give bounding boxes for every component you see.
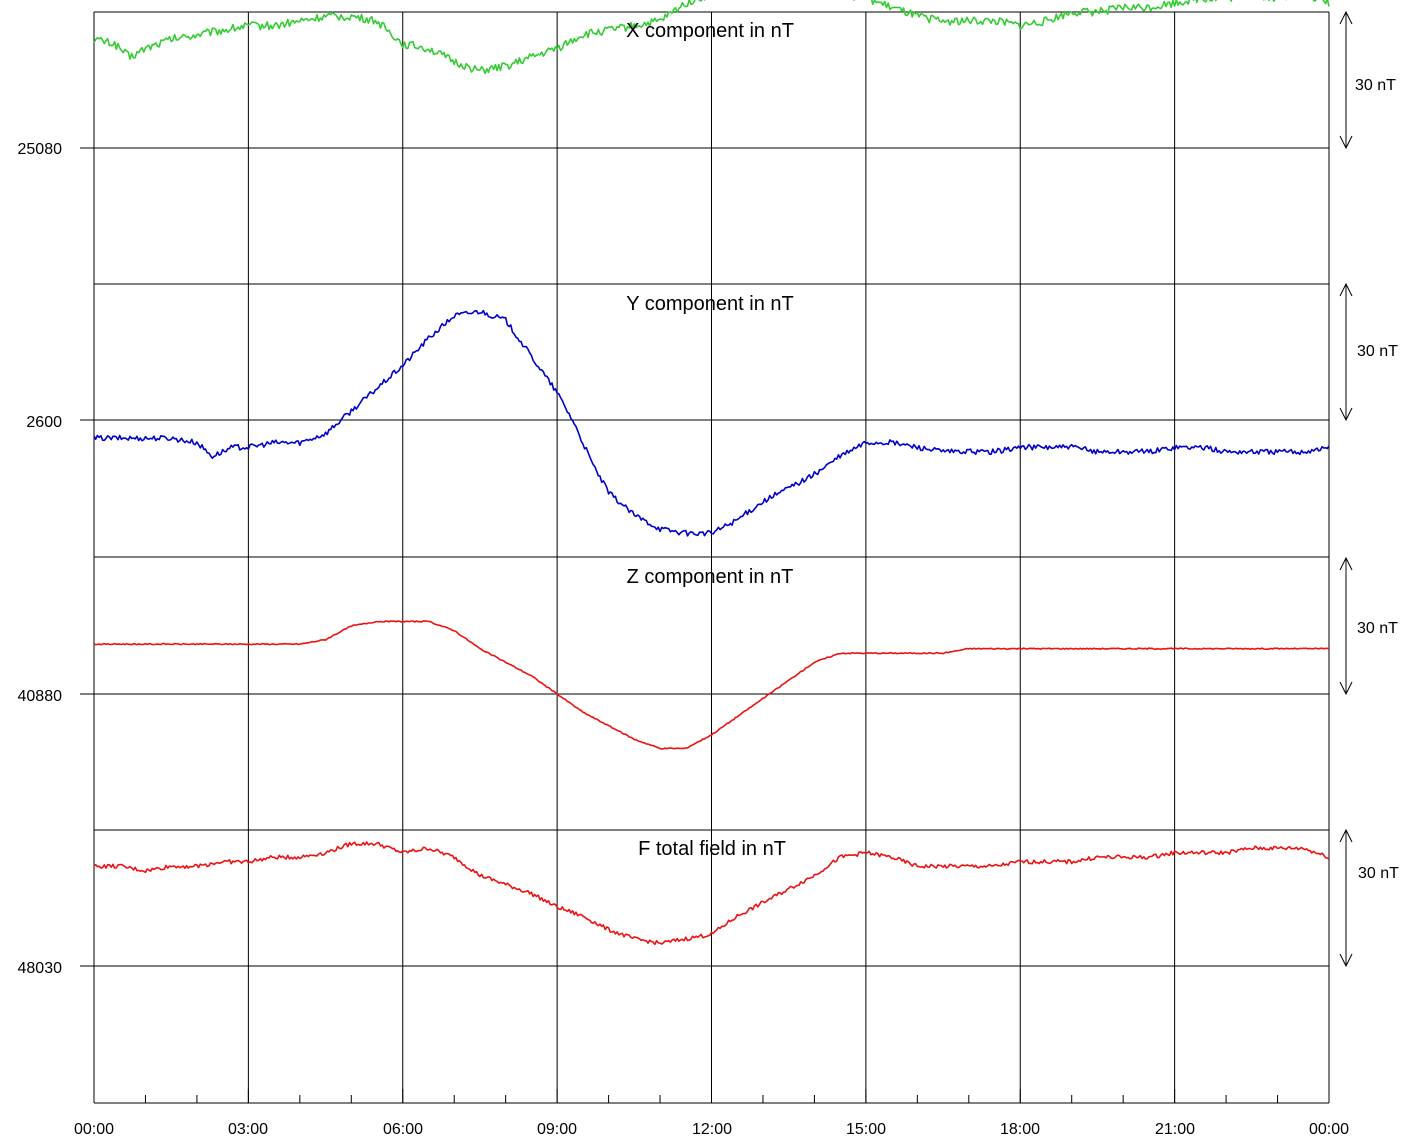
baseline-labels: 25080 2600 40880 48030 <box>18 141 63 977</box>
panel-title-x: X component in nT <box>626 20 794 42</box>
scale-label-y: 30 nT <box>1357 343 1398 360</box>
series-line-z <box>93 620 1330 750</box>
panel-title-y: Y component in nT <box>626 293 794 315</box>
grid <box>93 11 1330 1103</box>
panel-title-f: F total field in nT <box>638 838 786 860</box>
scale-label-x: 30 nT <box>1355 77 1396 94</box>
scale-arrow-down-z <box>1339 681 1353 696</box>
baseline-label-z: 40880 <box>18 688 63 705</box>
scale-arrow-up-z <box>1339 556 1353 571</box>
x-tick-label-6: 18:00 <box>1000 1121 1040 1138</box>
baseline-label-x: 25080 <box>18 141 63 158</box>
x-axis <box>93 1089 1330 1104</box>
scale-arrow-up-x <box>1339 10 1353 25</box>
series-line-x <box>93 0 1330 75</box>
baselines <box>80 147 1329 967</box>
series-line-f <box>93 841 1330 946</box>
panel-titles: X component in nT Y component in nT Z co… <box>626 20 794 860</box>
x-tick-label-2: 06:00 <box>383 1121 423 1138</box>
scale-label-z: 30 nT <box>1357 620 1398 637</box>
baseline-label-f: 48030 <box>18 960 63 977</box>
scale-bars: 30 nT 30 nT 30 nT 30 nT <box>1339 10 1399 968</box>
x-tick-label-8: 00:00 <box>1309 1121 1349 1138</box>
series-layer <box>93 0 1330 946</box>
x-tick-label-4: 12:00 <box>692 1121 732 1138</box>
baseline-label-y: 2600 <box>26 414 62 431</box>
scale-arrow-down-y <box>1339 407 1353 422</box>
scale-arrow-down-x <box>1339 135 1353 150</box>
x-tick-label-3: 09:00 <box>537 1121 577 1138</box>
x-tick-label-5: 15:00 <box>846 1121 886 1138</box>
scale-arrow-down-f <box>1339 953 1353 968</box>
x-tick-label-0: 00:00 <box>74 1121 114 1138</box>
scale-arrow-up-f <box>1339 828 1353 843</box>
x-tick-label-1: 03:00 <box>228 1121 268 1138</box>
scale-arrow-up-y <box>1339 282 1353 297</box>
x-tick-label-7: 21:00 <box>1155 1121 1195 1138</box>
series-line-y <box>93 309 1330 537</box>
scale-label-f: 30 nT <box>1358 865 1399 882</box>
panel-title-z: Z component in nT <box>627 566 794 588</box>
x-tick-labels: 00:00 03:00 06:00 09:00 12:00 15:00 18:0… <box>74 1121 1349 1138</box>
